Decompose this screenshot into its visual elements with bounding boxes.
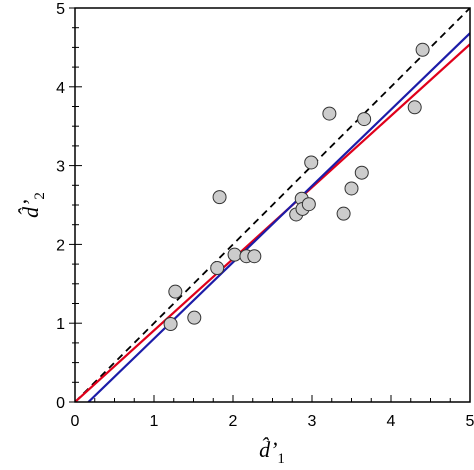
data-points: [163, 42, 430, 331]
x-tick-label: 2: [229, 413, 238, 430]
data-point-6: [227, 247, 242, 262]
data-point-15: [336, 206, 351, 221]
data-point-3: [187, 310, 202, 325]
data-point-4: [210, 261, 225, 276]
x-axis-label: d̂’1: [259, 437, 285, 467]
data-point-2: [168, 284, 183, 299]
x-tick-label: 3: [308, 413, 317, 430]
tick-labels: 0 1 2 3 4 5 0 1 2 3 4 5: [56, 1, 474, 430]
data-point-13: [304, 155, 319, 170]
y-tick-label: 0: [56, 395, 65, 412]
data-point-17: [354, 165, 369, 180]
data-point-16: [344, 181, 359, 196]
x-tick-label: 1: [150, 413, 159, 430]
data-point-12: [301, 197, 316, 212]
y-tick-label: 2: [56, 237, 65, 254]
axis-ticks: [69, 7, 451, 403]
data-point-8: [247, 249, 262, 264]
data-point-14: [322, 106, 337, 121]
x-tick-label: 4: [387, 413, 396, 430]
fit-lines: [75, 8, 470, 402]
fit-line-identity: [75, 8, 470, 402]
y-axis-label: d̂’2: [18, 192, 48, 218]
y-tick-label: 3: [56, 159, 65, 176]
x-tick-label: 0: [71, 413, 80, 430]
fit-line-blue: [87, 32, 470, 402]
data-point-18: [357, 112, 372, 127]
data-point-19: [407, 100, 422, 115]
data-point-20: [415, 42, 430, 57]
y-tick-label: 1: [56, 316, 65, 333]
data-point-1: [163, 316, 178, 331]
y-tick-label: 5: [56, 1, 65, 18]
data-point-5: [212, 190, 227, 205]
x-tick-label: 5: [466, 413, 474, 430]
y-tick-label: 4: [56, 80, 65, 97]
